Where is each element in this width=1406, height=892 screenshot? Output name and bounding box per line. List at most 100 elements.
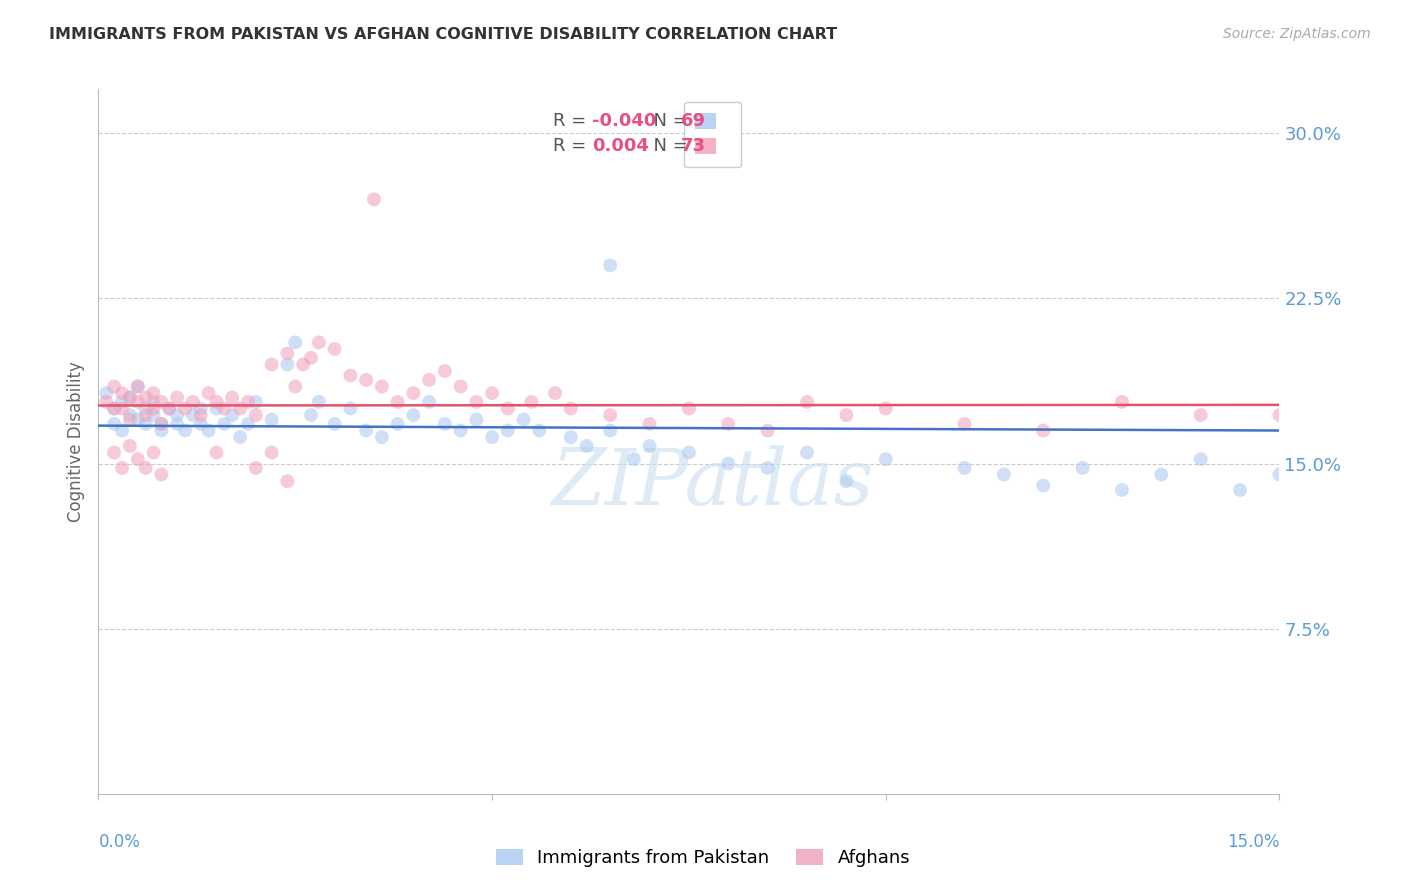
- Point: [214, 417, 236, 431]
- Point: [1268, 467, 1291, 482]
- Point: [166, 391, 188, 405]
- Point: [756, 461, 779, 475]
- Point: [717, 457, 740, 471]
- Point: [575, 439, 598, 453]
- Point: [142, 395, 165, 409]
- Point: [418, 373, 440, 387]
- Point: [96, 386, 118, 401]
- Point: [127, 395, 149, 409]
- Point: [127, 412, 149, 426]
- Point: [953, 417, 976, 431]
- Point: [190, 408, 212, 422]
- Point: [433, 364, 456, 378]
- Point: [127, 452, 149, 467]
- Point: [118, 391, 141, 405]
- Point: [236, 417, 259, 431]
- Point: [1111, 395, 1133, 409]
- Point: [953, 461, 976, 475]
- Point: [111, 386, 134, 401]
- Point: [284, 335, 307, 350]
- Point: [150, 417, 173, 431]
- Point: [142, 401, 165, 416]
- Point: [308, 395, 330, 409]
- Point: [205, 395, 228, 409]
- Point: [236, 395, 259, 409]
- Point: [181, 408, 204, 422]
- Point: [166, 408, 188, 422]
- Point: [433, 417, 456, 431]
- Point: [638, 439, 661, 453]
- Point: [150, 424, 173, 438]
- Point: [599, 408, 621, 422]
- Text: Source: ZipAtlas.com: Source: ZipAtlas.com: [1223, 27, 1371, 41]
- Point: [276, 346, 298, 360]
- Point: [135, 408, 157, 422]
- Point: [1032, 424, 1054, 438]
- Point: [260, 445, 283, 459]
- Point: [450, 424, 472, 438]
- Point: [560, 401, 582, 416]
- Text: R =: R =: [553, 112, 592, 130]
- Point: [103, 401, 125, 416]
- Point: [1111, 483, 1133, 497]
- Point: [371, 430, 394, 444]
- Point: [229, 401, 252, 416]
- Point: [197, 424, 219, 438]
- Point: [174, 401, 197, 416]
- Point: [1189, 408, 1212, 422]
- Point: [142, 408, 165, 422]
- Point: [118, 412, 141, 426]
- Point: [875, 452, 897, 467]
- Point: [150, 417, 173, 431]
- Legend: Immigrants from Pakistan, Afghans: Immigrants from Pakistan, Afghans: [488, 841, 918, 874]
- Point: [835, 474, 858, 488]
- Point: [292, 358, 315, 372]
- Point: [118, 408, 141, 422]
- Point: [276, 474, 298, 488]
- Point: [245, 408, 267, 422]
- Point: [835, 408, 858, 422]
- Point: [221, 391, 243, 405]
- Point: [111, 395, 134, 409]
- Point: [190, 401, 212, 416]
- Point: [118, 391, 141, 405]
- Point: [197, 386, 219, 401]
- Point: [245, 395, 267, 409]
- Legend: , : ,: [683, 102, 741, 167]
- Text: N =: N =: [641, 136, 693, 154]
- Point: [181, 395, 204, 409]
- Point: [339, 401, 361, 416]
- Y-axis label: Cognitive Disability: Cognitive Disability: [67, 361, 86, 522]
- Point: [229, 430, 252, 444]
- Point: [993, 467, 1015, 482]
- Point: [103, 445, 125, 459]
- Point: [127, 379, 149, 393]
- Point: [638, 417, 661, 431]
- Point: [363, 192, 385, 206]
- Point: [135, 461, 157, 475]
- Point: [599, 424, 621, 438]
- Point: [387, 395, 409, 409]
- Point: [717, 417, 740, 431]
- Point: [481, 386, 503, 401]
- Point: [142, 445, 165, 459]
- Point: [496, 424, 519, 438]
- Text: 69: 69: [681, 112, 706, 130]
- Text: IMMIGRANTS FROM PAKISTAN VS AFGHAN COGNITIVE DISABILITY CORRELATION CHART: IMMIGRANTS FROM PAKISTAN VS AFGHAN COGNI…: [49, 27, 838, 42]
- Point: [103, 401, 125, 416]
- Point: [402, 408, 425, 422]
- Point: [402, 386, 425, 401]
- Point: [103, 379, 125, 393]
- Point: [111, 461, 134, 475]
- Point: [157, 401, 180, 416]
- Point: [157, 401, 180, 416]
- Point: [135, 401, 157, 416]
- Point: [1189, 452, 1212, 467]
- Point: [323, 417, 346, 431]
- Point: [103, 417, 125, 431]
- Point: [678, 445, 700, 459]
- Point: [96, 395, 118, 409]
- Point: [418, 395, 440, 409]
- Point: [875, 401, 897, 416]
- Point: [796, 445, 818, 459]
